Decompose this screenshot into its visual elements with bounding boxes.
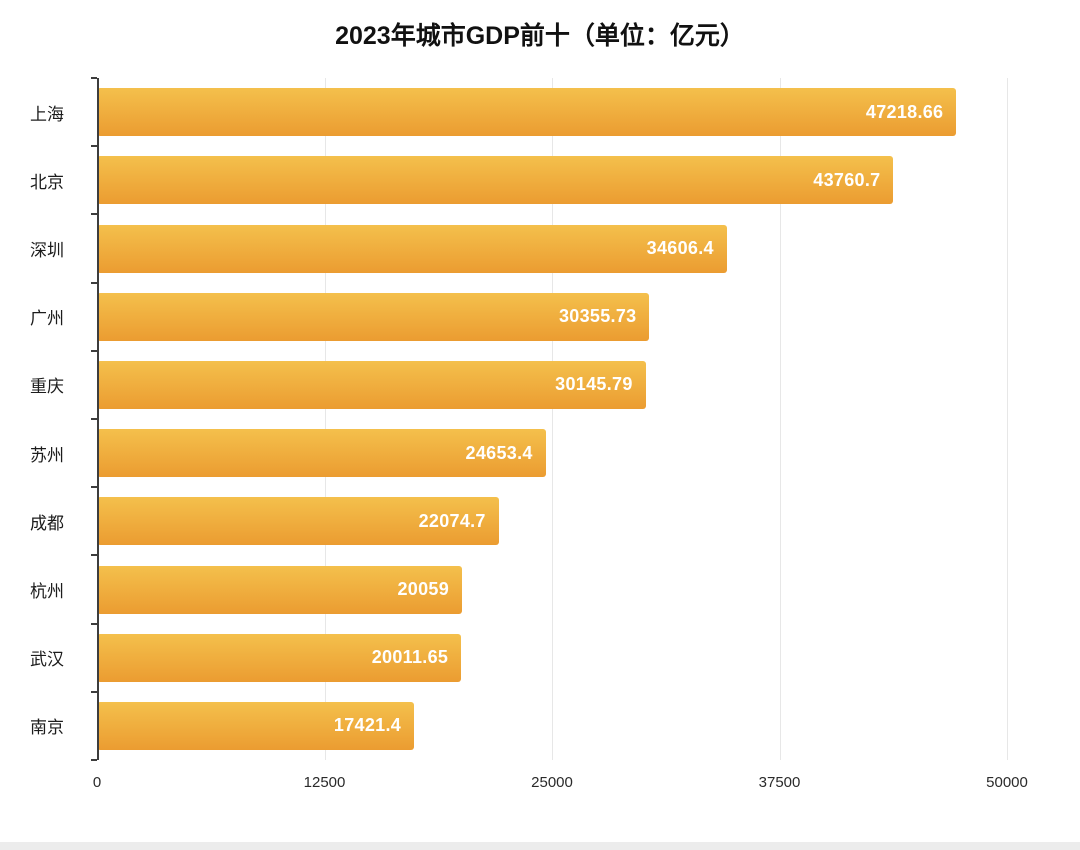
bar-chart: 上海北京深圳广州重庆苏州成都杭州武汉南京 47218.66 43760.7 3460… bbox=[30, 77, 1008, 761]
bar: 34606.4 bbox=[97, 224, 727, 273]
bottom-edge-strip bbox=[0, 842, 1080, 850]
y-axis-tick bbox=[91, 281, 97, 284]
bar-value-label: 30355.73 bbox=[558, 306, 637, 327]
category-label: 上海 bbox=[30, 104, 64, 124]
y-axis-line bbox=[97, 78, 99, 760]
x-axis: 0 12500 25000 37500 50000 bbox=[93, 770, 1028, 798]
y-axis-tick bbox=[91, 77, 97, 79]
bar: 43760.7 bbox=[97, 156, 894, 205]
bar: 20011.65 bbox=[97, 633, 462, 682]
bar-row: 24653.4 bbox=[97, 419, 1007, 487]
bar: 22074.7 bbox=[97, 497, 499, 546]
category-label: 重庆 bbox=[30, 377, 64, 397]
gridline bbox=[1007, 78, 1008, 760]
y-axis-tick bbox=[91, 213, 97, 216]
bar-row: 22074.7 bbox=[97, 487, 1007, 555]
x-tick-label: 50000 bbox=[986, 774, 1028, 791]
category-label: 成都 bbox=[30, 513, 64, 533]
gridline bbox=[779, 78, 781, 760]
y-axis-tick bbox=[91, 145, 97, 148]
chart-title: 2023年城市GDP前十（单位：亿元） bbox=[335, 22, 745, 50]
bar: 17421.4 bbox=[97, 701, 415, 750]
bar-row: 17421.4 bbox=[97, 692, 1007, 760]
bar: 24653.4 bbox=[97, 429, 546, 478]
y-axis-labels: 上海北京深圳广州重庆苏州成都杭州武汉南京 bbox=[30, 78, 97, 760]
bar: 20059 bbox=[97, 565, 463, 614]
category-label: 武汉 bbox=[30, 650, 64, 670]
bar-value-label: 24653.4 bbox=[465, 442, 533, 463]
y-axis-tick bbox=[91, 349, 97, 352]
x-tick-label: 12500 bbox=[303, 774, 346, 791]
category-label: 广州 bbox=[30, 309, 64, 329]
bar-value-label: 34606.4 bbox=[646, 238, 714, 258]
bar-rows: 47218.66 43760.7 34606.4 30355.73 30145.79 24… bbox=[97, 78, 1007, 760]
category-label: 苏州 bbox=[30, 445, 64, 465]
category-label: 杭州 bbox=[30, 582, 64, 602]
bar: 30355.73 bbox=[97, 292, 650, 341]
bar-value-label: 20059 bbox=[397, 579, 450, 600]
bar-value-label: 20011.65 bbox=[371, 647, 449, 668]
bar-value-label: 30145.79 bbox=[555, 374, 633, 395]
bar: 47218.66 bbox=[97, 88, 957, 137]
y-axis-tick bbox=[91, 554, 97, 557]
y-axis-tick bbox=[91, 418, 97, 420]
bar-value-label: 47218.66 bbox=[865, 101, 944, 122]
category-label: 深圳 bbox=[30, 241, 64, 260]
bar-row: 20059 bbox=[97, 555, 1007, 623]
x-tick-label: 25000 bbox=[531, 774, 573, 791]
bar-row: 20011.65 bbox=[97, 624, 1007, 692]
bar-value-label: 22074.7 bbox=[418, 510, 486, 531]
bar-row: 43760.7 bbox=[97, 146, 1007, 214]
y-axis-tick bbox=[91, 690, 97, 693]
bar: 30145.79 bbox=[97, 360, 646, 409]
y-axis-tick bbox=[91, 759, 97, 761]
category-label: 南京 bbox=[30, 718, 64, 738]
x-tick-label: 37500 bbox=[758, 774, 801, 791]
gridline bbox=[324, 78, 326, 760]
bar-row: 34606.4 bbox=[97, 214, 1007, 282]
bar-row: 30145.79 bbox=[97, 351, 1007, 419]
bar-row: 47218.66 bbox=[97, 78, 1007, 146]
bar-row: 30355.73 bbox=[97, 283, 1007, 351]
y-axis-tick bbox=[91, 622, 97, 625]
y-axis-tick bbox=[91, 486, 97, 489]
bar-value-label: 17421.4 bbox=[333, 715, 402, 736]
gridline bbox=[552, 78, 553, 760]
bar-value-label: 43760.7 bbox=[813, 169, 881, 190]
plot-area: 47218.66 43760.7 34606.4 30355.73 30145.79 24… bbox=[91, 77, 1008, 761]
category-label: 北京 bbox=[30, 172, 64, 192]
x-tick-label: 0 bbox=[92, 774, 102, 791]
